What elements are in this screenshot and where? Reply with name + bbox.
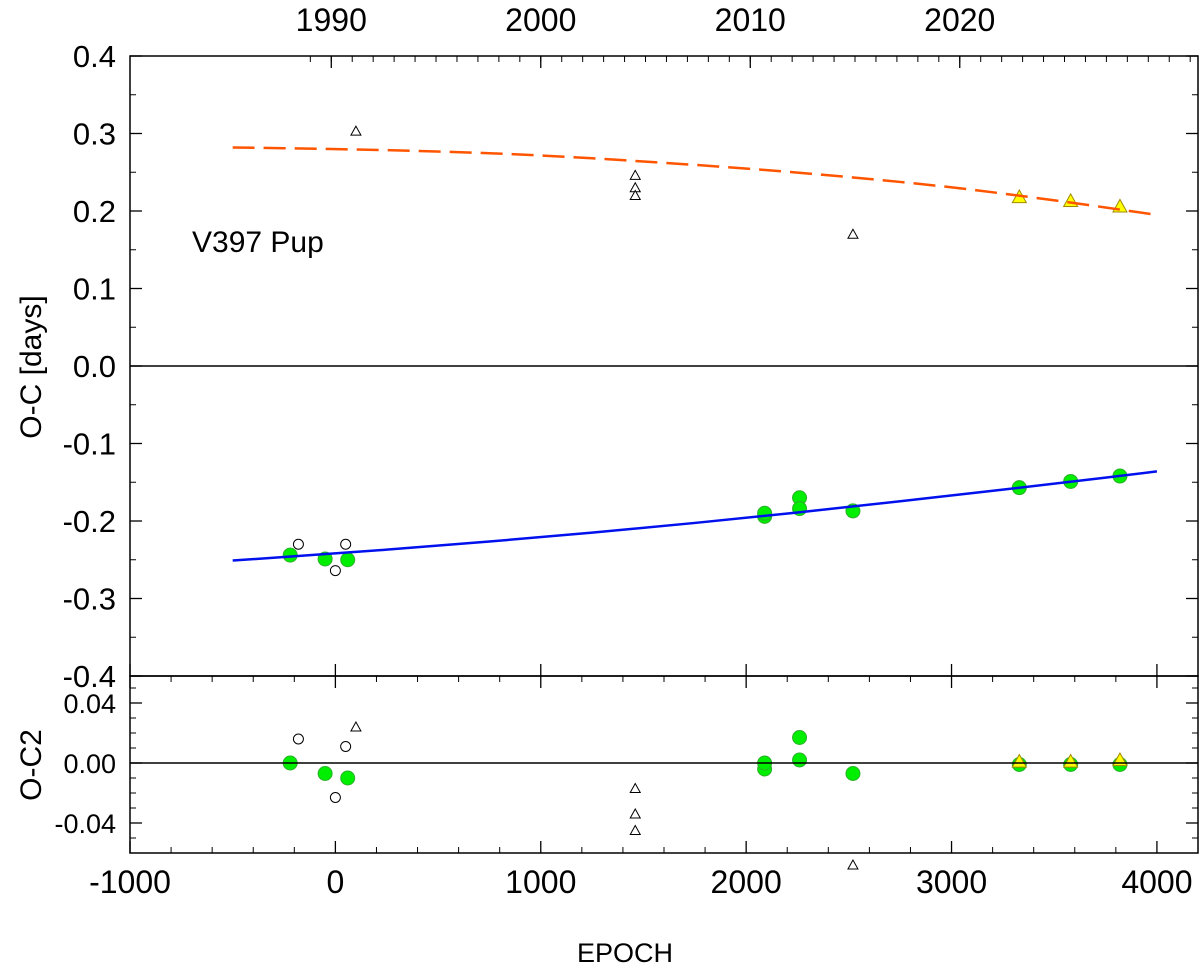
green-circle-point (340, 770, 356, 786)
lower-y-tick-label: -0.04 (54, 809, 116, 839)
upper-y-axis-label: O-C [days] (15, 295, 48, 438)
open-triangle-point (847, 228, 859, 239)
green-circle-point (792, 730, 808, 745)
year-tick-label: 2020 (924, 2, 995, 38)
upper-y-tick-label: 0.2 (73, 194, 116, 229)
x-tick-label: 2000 (711, 864, 782, 900)
year-tick-label: 2010 (715, 2, 786, 38)
open-circle-point (329, 565, 341, 577)
open-circle-point (340, 538, 352, 550)
upper-y-tick-label: -0.2 (63, 504, 116, 539)
x-tick-label: 1000 (505, 864, 576, 900)
x-tick-label: -1000 (89, 864, 171, 900)
lower-y-tick-label: 0.04 (63, 689, 116, 719)
upper-y-tick-label: -0.3 (63, 582, 116, 617)
open-circle-point (292, 538, 304, 550)
upper-y-tick-label: -0.1 (63, 427, 116, 462)
x-tick-label: 0 (326, 864, 344, 900)
green-circle-point (340, 552, 356, 568)
axes: -1000 0 1000 2000 3000 4000 1990 2000 2010 2020 0.… (54, 2, 1199, 900)
open-triangle-point (629, 189, 642, 200)
upper-y-tick-label: -0.4 (63, 659, 116, 694)
x-tick-label: 3000 (916, 864, 987, 900)
lower-y-axis-label: O-C2 (15, 729, 48, 801)
green-circle-point (757, 505, 773, 521)
star-label: V397 Pup (192, 226, 324, 259)
lower-panel (282, 720, 1128, 870)
green-circle-point (845, 766, 861, 781)
x-tick-label: 4000 (1121, 864, 1192, 900)
green-circle-point (317, 766, 333, 781)
yellow-triangle-point (1062, 753, 1079, 768)
x-axis-label: EPOCH (577, 938, 673, 967)
lower-y-tick-label: 0.00 (63, 749, 116, 779)
open-circle-point (292, 733, 304, 745)
open-triangle-point (629, 807, 642, 819)
open-triangle-point (629, 169, 642, 180)
yellow-triangle-point (1062, 192, 1079, 208)
green-circle-point (792, 752, 808, 768)
open-triangle-point (847, 858, 859, 870)
upper-y-tick-label: 0.3 (73, 117, 116, 152)
open-triangle-point (629, 824, 642, 835)
yellow-triangle-point (1011, 753, 1028, 768)
upper-y-tick-label: 0.4 (73, 39, 116, 74)
secondary-fit-curve (232, 146, 1158, 217)
primary-fit-curve (232, 470, 1158, 562)
open-triangle-point (350, 125, 362, 136)
open-triangle-point (350, 720, 362, 732)
upper-y-tick-label: 0.1 (73, 272, 116, 307)
open-circle-point (340, 741, 352, 752)
open-circle-point (329, 792, 341, 803)
upper-y-tick-label: 0.0 (73, 349, 116, 384)
year-tick-label: 1990 (296, 2, 367, 38)
open-triangle-point (629, 782, 642, 793)
upper-panel (232, 125, 1158, 577)
year-tick-label: 2000 (505, 2, 576, 38)
